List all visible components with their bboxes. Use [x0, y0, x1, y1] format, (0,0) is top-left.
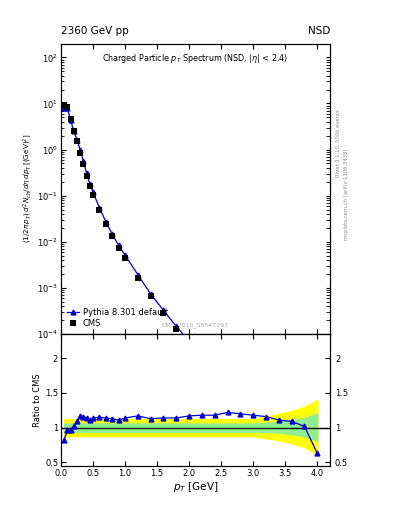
- Pythia 8.301 default: [200, 353, 204, 359]
- Y-axis label: Ratio to CMS: Ratio to CMS: [33, 373, 42, 426]
- Pythia 8.301 default: [72, 127, 76, 134]
- Text: Rivet 3.1.10, 500k events: Rivet 3.1.10, 500k events: [336, 110, 341, 177]
- Pythia 8.301 default: [68, 117, 73, 123]
- CMS: [161, 310, 166, 316]
- Pythia 8.301 default: [264, 420, 268, 426]
- CMS: [238, 398, 243, 404]
- Pythia 8.301 default: [116, 242, 121, 248]
- Pythia 8.301 default: [277, 434, 281, 440]
- CMS: [116, 244, 121, 250]
- Pythia 8.301 default: [315, 480, 320, 486]
- CMS: [110, 233, 114, 240]
- Text: 2360 GeV pp: 2360 GeV pp: [61, 26, 129, 36]
- CMS: [289, 448, 294, 454]
- Text: CMS_2010_S8547297: CMS_2010_S8547297: [162, 323, 229, 328]
- Pythia 8.301 default: [187, 338, 191, 345]
- Pythia 8.301 default: [103, 219, 108, 225]
- X-axis label: $p_T$ [GeV]: $p_T$ [GeV]: [173, 480, 218, 495]
- Pythia 8.301 default: [75, 137, 79, 143]
- Pythia 8.301 default: [225, 381, 230, 387]
- Text: mcplots.cern.ch [arXiv:1306.3438]: mcplots.cern.ch [arXiv:1306.3438]: [344, 149, 349, 240]
- Legend: Pythia 8.301 default, CMS: Pythia 8.301 default, CMS: [65, 306, 169, 330]
- Pythia 8.301 default: [148, 291, 153, 297]
- CMS: [225, 385, 230, 391]
- Line: Pythia 8.301 default: Pythia 8.301 default: [62, 105, 320, 485]
- Text: NSD: NSD: [308, 26, 330, 36]
- CMS: [103, 221, 108, 227]
- Pythia 8.301 default: [289, 446, 294, 453]
- CMS: [187, 342, 191, 348]
- CMS: [251, 411, 255, 417]
- CMS: [97, 207, 102, 214]
- CMS: [72, 128, 76, 134]
- Pythia 8.301 default: [62, 105, 66, 111]
- CMS: [87, 183, 92, 189]
- Pythia 8.301 default: [87, 181, 92, 187]
- CMS: [200, 356, 204, 362]
- Pythia 8.301 default: [91, 189, 95, 195]
- Pythia 8.301 default: [174, 323, 179, 329]
- CMS: [91, 191, 95, 198]
- CMS: [62, 101, 66, 108]
- CMS: [68, 116, 73, 122]
- CMS: [75, 138, 79, 144]
- Pythia 8.301 default: [302, 459, 307, 465]
- CMS: [315, 470, 320, 476]
- CMS: [78, 150, 83, 156]
- Pythia 8.301 default: [123, 252, 127, 258]
- Pythia 8.301 default: [78, 146, 83, 153]
- Pythia 8.301 default: [97, 204, 102, 210]
- Pythia 8.301 default: [81, 158, 86, 164]
- CMS: [123, 254, 127, 261]
- Pythia 8.301 default: [110, 231, 114, 237]
- CMS: [264, 423, 268, 430]
- CMS: [277, 436, 281, 442]
- CMS: [174, 326, 179, 332]
- CMS: [148, 293, 153, 300]
- CMS: [65, 103, 70, 110]
- Pythia 8.301 default: [251, 408, 255, 414]
- Pythia 8.301 default: [65, 104, 70, 111]
- CMS: [212, 371, 217, 377]
- CMS: [136, 275, 140, 281]
- Pythia 8.301 default: [212, 368, 217, 374]
- Y-axis label: $(1/2\pi\,p_T)\,d^2N_\mathrm{ch}/d\eta\,dp_T\,[\mathrm{(GeV)}^2]$: $(1/2\pi\,p_T)\,d^2N_\mathrm{ch}/d\eta\,…: [22, 134, 34, 244]
- Text: Charged Particle $p_T$ Spectrum (NSD, $|\eta|$ < 2.4): Charged Particle $p_T$ Spectrum (NSD, $|…: [102, 52, 289, 65]
- Pythia 8.301 default: [238, 394, 243, 400]
- Pythia 8.301 default: [161, 307, 166, 313]
- CMS: [84, 173, 89, 179]
- Line: CMS: CMS: [61, 101, 320, 476]
- CMS: [81, 161, 86, 167]
- Pythia 8.301 default: [84, 170, 89, 176]
- CMS: [302, 459, 307, 465]
- Pythia 8.301 default: [136, 271, 140, 278]
